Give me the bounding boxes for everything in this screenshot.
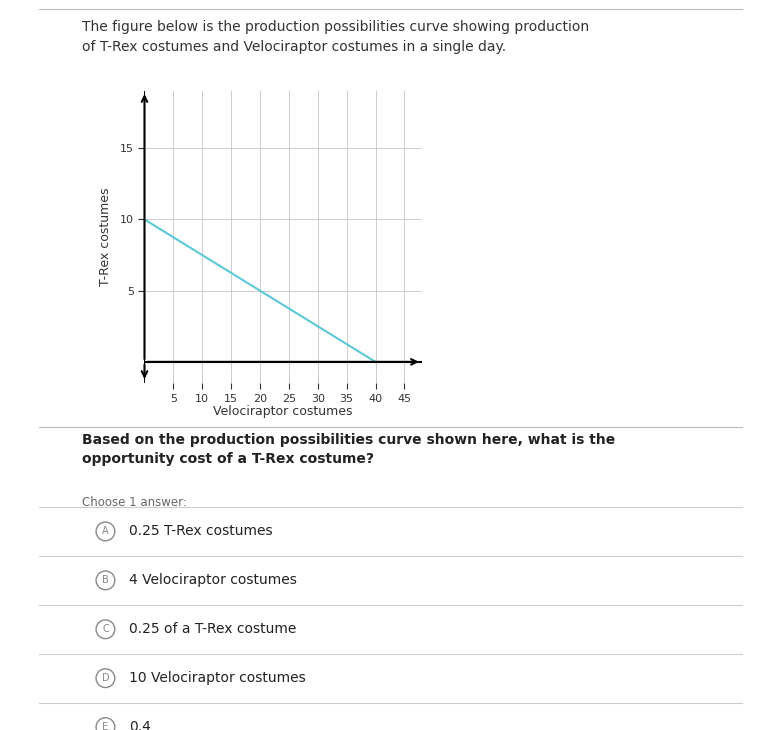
Text: 4 Velociraptor costumes: 4 Velociraptor costumes — [129, 573, 297, 588]
Y-axis label: T-Rex costumes: T-Rex costumes — [98, 188, 112, 286]
Text: 0.4: 0.4 — [129, 720, 151, 730]
Text: D: D — [102, 673, 109, 683]
Text: 0.25 of a T-Rex costume: 0.25 of a T-Rex costume — [129, 622, 296, 637]
Text: B: B — [102, 575, 109, 585]
Text: 0.25 T-Rex costumes: 0.25 T-Rex costumes — [129, 524, 273, 539]
Text: Velociraptor costumes: Velociraptor costumes — [213, 405, 353, 418]
Text: The figure below is the production possibilities curve showing production
of T-R: The figure below is the production possi… — [82, 20, 589, 54]
Text: 10 Velociraptor costumes: 10 Velociraptor costumes — [129, 671, 305, 685]
Text: C: C — [102, 624, 109, 634]
Text: Choose 1 answer:: Choose 1 answer: — [82, 496, 187, 510]
Text: A: A — [102, 526, 109, 537]
Text: E: E — [102, 722, 109, 730]
Text: Based on the production possibilities curve shown here, what is the
opportunity : Based on the production possibilities cu… — [82, 433, 615, 466]
